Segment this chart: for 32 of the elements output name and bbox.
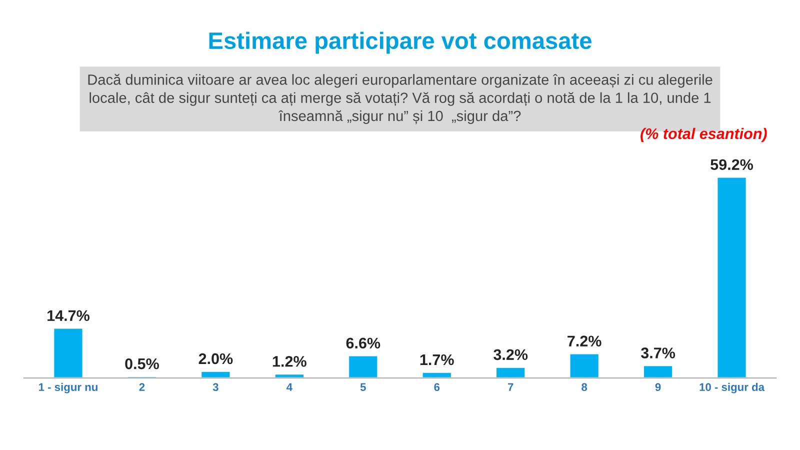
data-label: 3.2% [494,349,528,360]
x-tick-label: 9 [655,383,661,392]
bar [348,354,379,378]
x-tick-label: 8 [582,383,588,392]
x-tick-label: 2 [139,383,145,391]
bar [568,352,600,378]
bar [52,327,84,378]
bar [642,364,674,378]
x-tick-label: 4 [286,383,292,391]
x-tick-label: 6 [434,383,440,392]
data-label: 7.2% [568,336,602,346]
chart-title: Estimare participare vot comasate [209,32,592,54]
data-label: 0.5% [125,358,159,370]
bar [200,370,232,378]
chart-subtitle: Dacă duminica viitoare ar avea loc alegeri europarlamentare organizate în aceeași zi cu alegerile locale, cât de sigur sunteți ca ați merge să votați? Vă rog să acordați o notă de la 1 la 10, unde 1 înseamnă „sigur nu” și 10 „sigur da”? [88,74,712,124]
data-label: 1.2% [272,356,306,367]
bar [716,176,748,378]
data-label: 6.6% [346,338,380,349]
x-tick-label: 10 - sigur da [700,382,765,394]
bar [274,373,305,378]
x-tick-label: 7 [508,383,514,391]
x-tick-label: 5 [360,383,366,392]
data-label: 3.7% [640,348,676,358]
data-label: 2.0% [198,353,233,364]
bar [421,372,452,378]
bar [495,366,526,378]
x-tick-label: 3 [212,383,218,392]
data-label: 14.7% [48,310,90,321]
data-label: 59.2% [710,159,754,170]
x-tick-label: 1 - sigur nu [38,382,98,394]
text: (% total esantion) [640,128,767,142]
data-label: 1.7% [420,354,454,366]
